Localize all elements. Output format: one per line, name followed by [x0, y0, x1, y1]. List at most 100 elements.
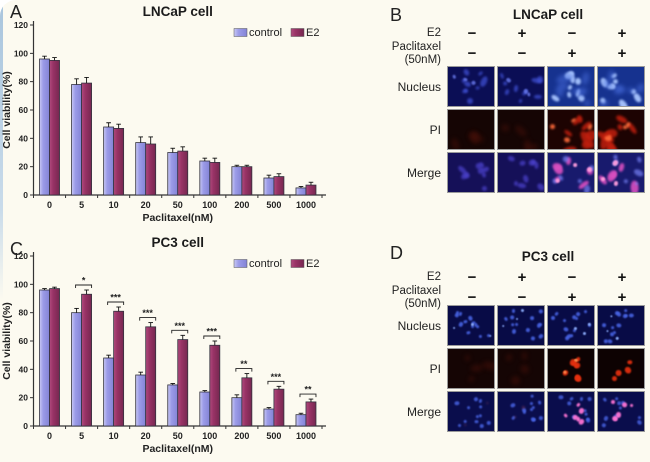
- svg-text:120: 120: [14, 251, 28, 261]
- fluorescent-blob: [466, 330, 471, 335]
- svg-text:**: **: [304, 385, 312, 395]
- fluorescent-blob: [504, 353, 513, 362]
- svg-text:10: 10: [109, 431, 119, 441]
- fluorescent-blob: [562, 318, 567, 323]
- micrograph-row-merge: Merge: [335, 152, 650, 193]
- fluorescent-blob: [535, 181, 544, 192]
- fluorescent-blob: [605, 329, 609, 333]
- svg-text:60: 60: [19, 105, 29, 115]
- fluorescent-blob: [516, 182, 527, 190]
- svg-text:20: 20: [19, 393, 29, 403]
- condition-value: −: [567, 25, 577, 42]
- fluorescent-blob: [479, 423, 484, 428]
- svg-text:500: 500: [266, 200, 281, 210]
- fluorescent-blob: [503, 88, 510, 96]
- fluorescent-blob: [538, 333, 544, 340]
- condition-label-paclitaxel: Paclitaxel (50nM): [391, 41, 441, 66]
- fluorescent-blob: [486, 420, 491, 425]
- fluorescent-blob: [466, 97, 474, 105]
- svg-text:20: 20: [141, 431, 151, 441]
- fluorescent-blob: [536, 322, 542, 329]
- micrograph-pi-col2: [497, 348, 545, 389]
- fluorescent-blob: [569, 396, 575, 402]
- fluorescent-blob: [512, 309, 516, 313]
- svg-text:100: 100: [202, 200, 217, 210]
- fluorescent-blob: [515, 317, 519, 321]
- condition-value: +: [517, 25, 527, 42]
- condition-row-e2: E2 − + − +: [335, 25, 650, 42]
- fluorescent-blob: [475, 86, 481, 91]
- fluorescent-blob: [488, 334, 493, 338]
- fluorescent-blob: [526, 92, 531, 98]
- fluorescent-blob: [601, 322, 607, 328]
- fluorescent-blob: [452, 326, 456, 330]
- svg-text:80: 80: [19, 77, 29, 87]
- svg-text:200: 200: [234, 431, 249, 441]
- fluorescent-blob: [468, 375, 476, 383]
- fluorescent-blob: [618, 162, 627, 173]
- micrograph-pi-col3: [547, 109, 595, 150]
- svg-text:10: 10: [109, 200, 119, 210]
- micrograph-row-pi: PI: [335, 109, 650, 150]
- fluorescent-blob: [627, 360, 633, 365]
- fluorescent-blob: [636, 418, 643, 426]
- fluorescent-blob: [506, 154, 516, 163]
- panel-label-c: C: [10, 239, 23, 259]
- fluorescent-blob: [458, 311, 464, 317]
- svg-text:E2: E2: [306, 27, 319, 39]
- fluorescent-blob: [632, 92, 643, 104]
- micrograph-pi-col3: [547, 348, 595, 389]
- row-label-merge: Merge: [406, 165, 441, 180]
- micrograph-nucleus-col2: [497, 305, 545, 346]
- micrograph-pi-col4: [597, 348, 645, 389]
- svg-text:Paclitaxel(nM): Paclitaxel(nM): [142, 212, 213, 224]
- fluorescent-blob: [475, 324, 480, 329]
- micrograph-merge-col2: [497, 391, 545, 432]
- condition-label-e2: E2: [426, 271, 441, 284]
- svg-text:***: ***: [110, 293, 121, 303]
- fluorescent-blob: [537, 308, 544, 315]
- condition-value: −: [467, 289, 477, 307]
- micrograph-nucleus-col3: [547, 305, 595, 346]
- fluorescent-blob: [501, 123, 511, 132]
- fluorescent-blob: [636, 156, 643, 164]
- fluorescent-blob: [559, 395, 564, 401]
- svg-text:***: ***: [142, 308, 153, 318]
- fluorescent-blob: [629, 403, 634, 408]
- svg-text:0: 0: [23, 190, 28, 200]
- fluorescent-blob: [513, 84, 519, 93]
- svg-text:control: control: [249, 258, 282, 270]
- micrograph-merge-col4: [597, 152, 645, 193]
- fluorescent-blob: [502, 324, 505, 328]
- condition-value: +: [617, 269, 627, 286]
- fluorescent-blob: [464, 354, 470, 361]
- fluorescent-blob: [499, 72, 505, 80]
- micrograph-merge-col3: [547, 152, 595, 193]
- fluorescent-blob: [470, 80, 476, 86]
- fluorescent-blob: [555, 178, 560, 183]
- panel-label-b: B: [390, 5, 403, 25]
- lncap-micrograph-panel: LNCaP cell E2 − + − + Paclitaxel (50nM) −…: [335, 0, 650, 231]
- fluorescent-blob: [613, 416, 618, 421]
- fluorescent-blob: [508, 314, 515, 321]
- svg-text:*: *: [82, 276, 86, 286]
- fluorescent-blob: [582, 332, 586, 336]
- fluorescent-blob: [475, 414, 480, 419]
- micrograph-row-merge: Merge: [335, 391, 650, 432]
- svg-text:60: 60: [19, 336, 29, 346]
- micrograph-nucleus-col2: [497, 66, 545, 107]
- micrograph-nucleus-col4: [597, 66, 645, 107]
- svg-text:40: 40: [19, 364, 29, 374]
- fluorescent-blob: [616, 97, 630, 106]
- svg-text:E2: E2: [306, 258, 319, 270]
- condition-value: −: [567, 269, 577, 286]
- micrograph-grid: Nucleus PI Merge: [335, 305, 650, 434]
- fluorescent-blob: [511, 329, 517, 335]
- fluorescent-blob: [564, 335, 570, 341]
- condition-row-e2: E2 − + − +: [335, 269, 650, 286]
- micrograph-grid: Nucleus PI Merge: [335, 66, 650, 195]
- micrograph-merge-col4: [597, 391, 645, 432]
